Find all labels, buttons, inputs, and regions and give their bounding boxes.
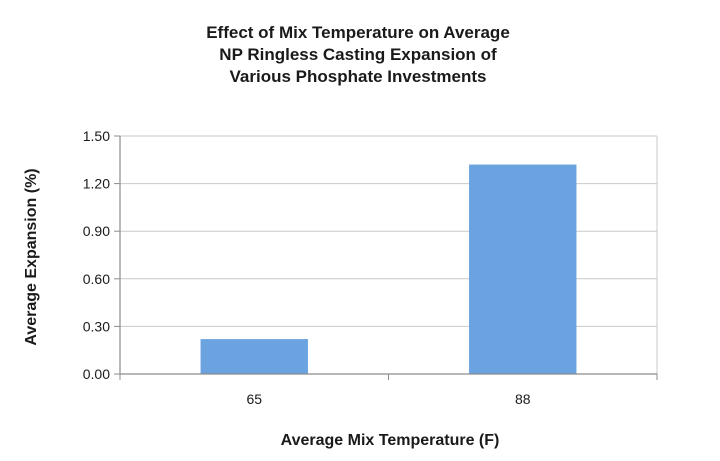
chart-title-line-1: Effect of Mix Temperature on Average — [206, 23, 510, 42]
x-axis-ticks: 65 88 — [119, 374, 658, 407]
chart-title: Effect of Mix Temperature on Average NP … — [206, 23, 510, 86]
chart-title-line-3: Various Phosphate Investments — [230, 67, 487, 86]
y-tick-label: 1.20 — [83, 176, 110, 192]
y-axis-ticks: 0.00 0.30 0.60 0.90 1.20 1.50 — [83, 128, 120, 382]
x-tick-label: 88 — [515, 391, 531, 407]
y-tick-label: 0.90 — [83, 223, 110, 239]
y-tick-label: 0.60 — [83, 271, 110, 287]
bar — [469, 164, 577, 374]
y-tick-label: 0.30 — [83, 318, 110, 334]
chart-title-line-2: NP Ringless Casting Expansion of — [219, 45, 497, 64]
bars — [200, 164, 577, 374]
y-axis-label: Average Expansion (%) — [23, 168, 40, 345]
x-axis-label: Average Mix Temperature (F) — [281, 432, 500, 449]
y-tick-label: 1.50 — [83, 128, 110, 144]
bar — [200, 339, 308, 374]
x-tick-label: 65 — [246, 391, 262, 407]
y-tick-label: 0.00 — [83, 366, 110, 382]
